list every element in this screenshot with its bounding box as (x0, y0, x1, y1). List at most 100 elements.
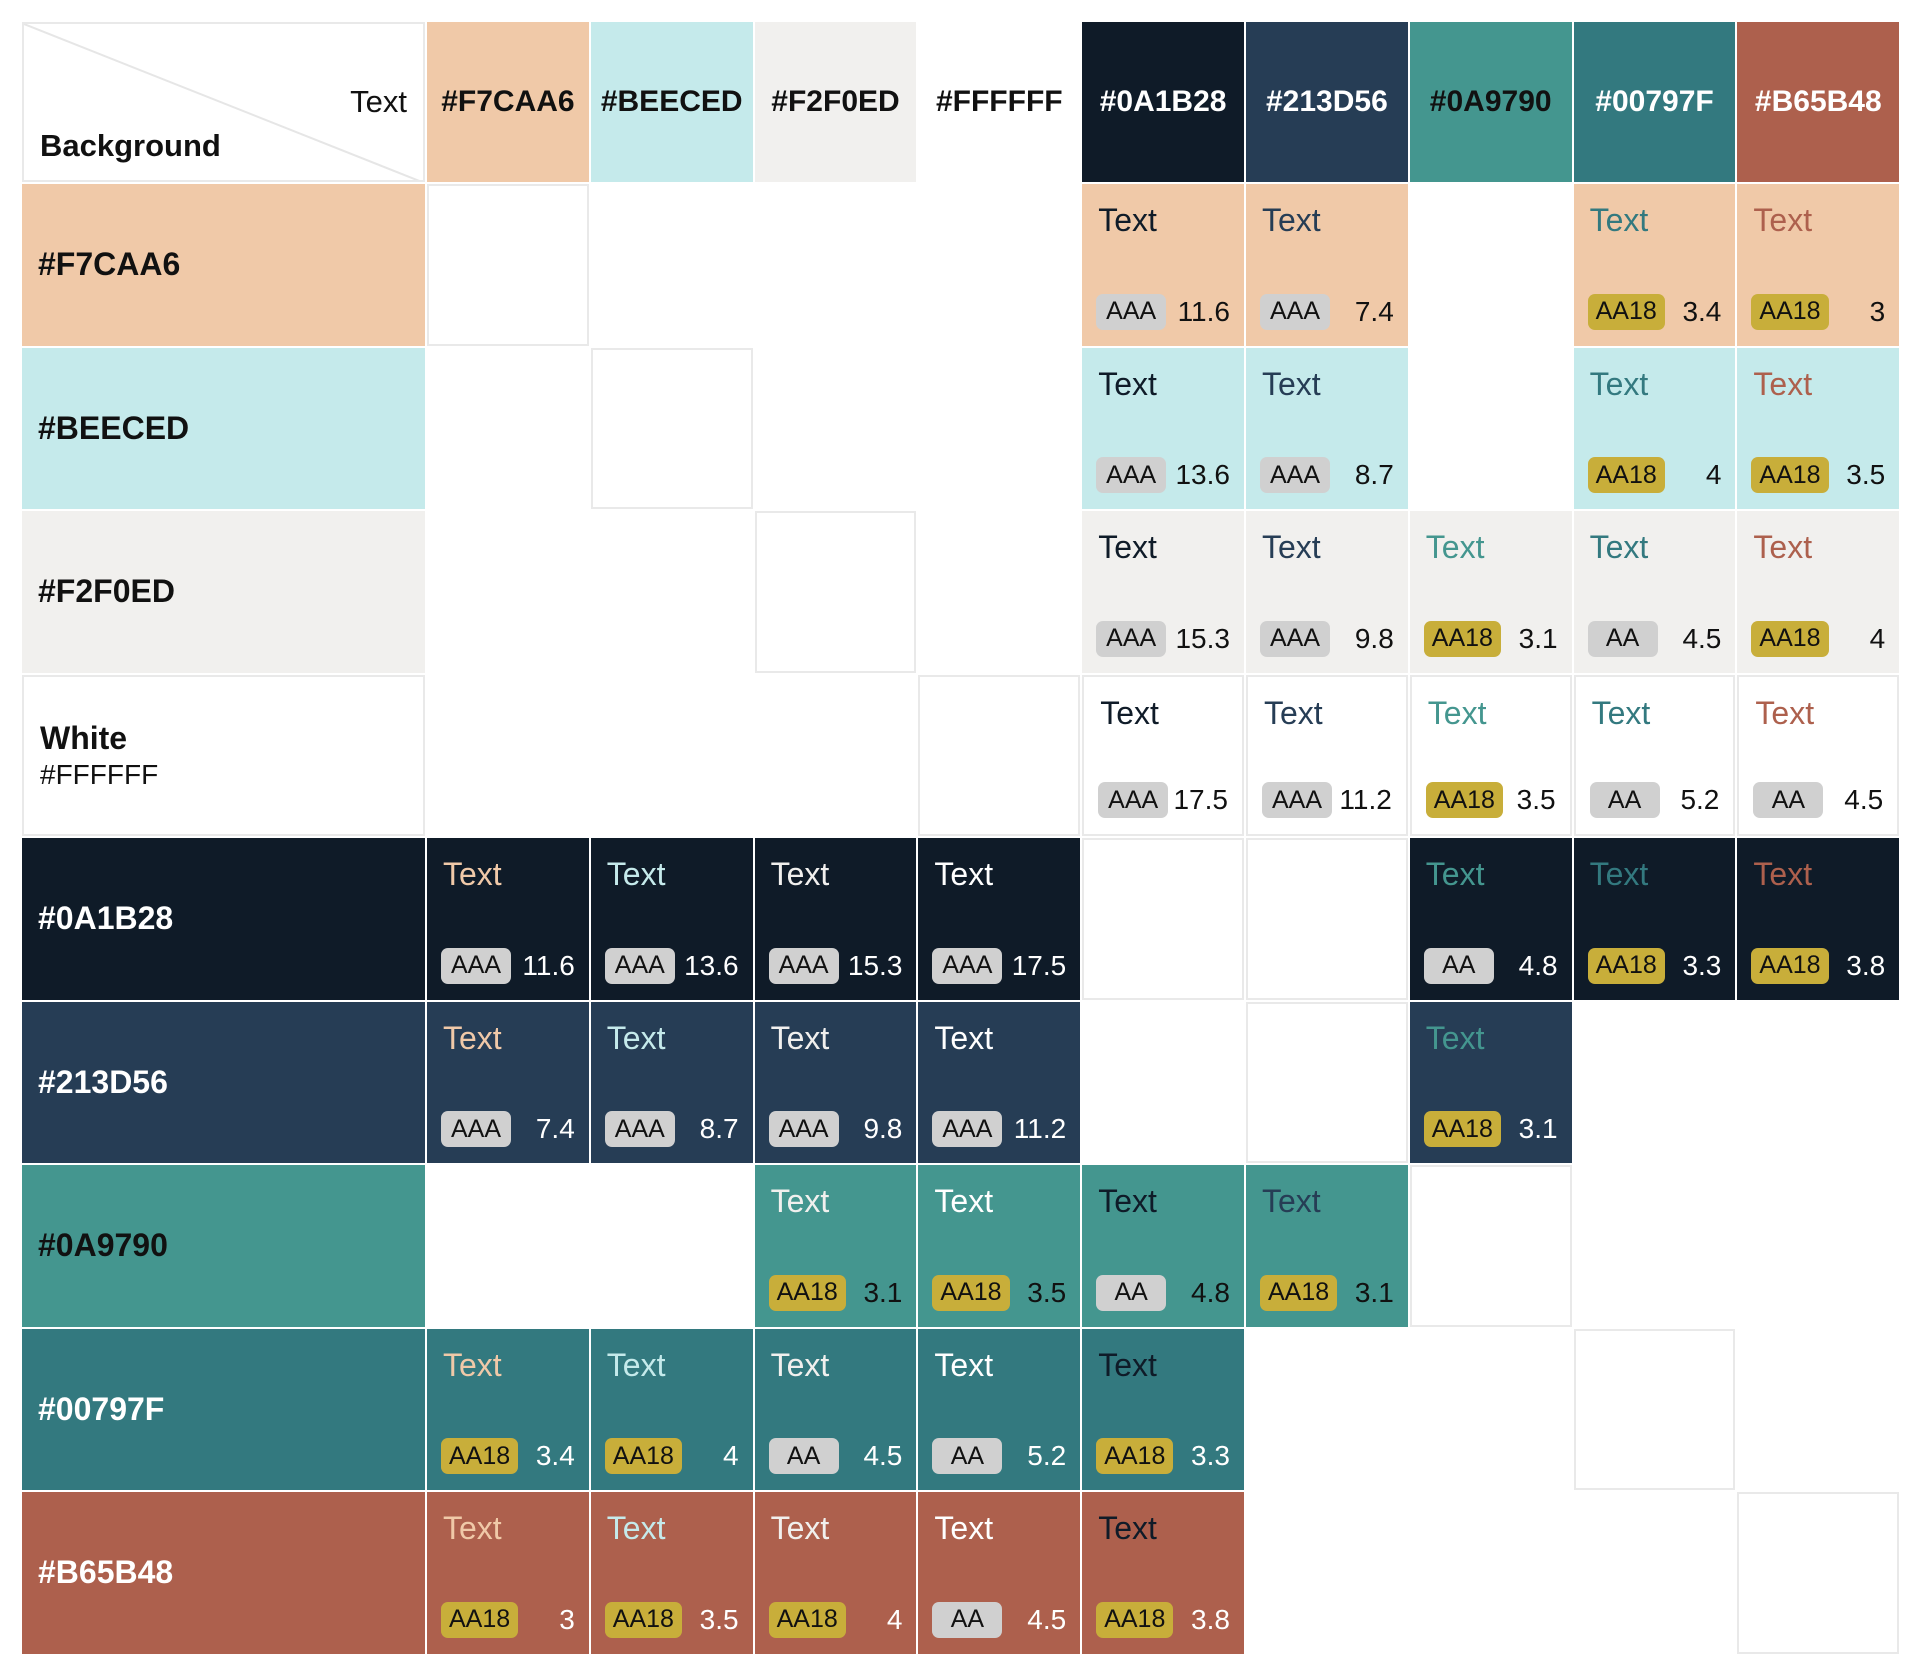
contrast-ratio: 7.4 (1354, 295, 1394, 327)
wcag-badge: AAA (1262, 782, 1332, 818)
sample-text: Text (1589, 856, 1649, 892)
wcag-badge: AA (932, 1601, 1003, 1638)
contrast-ratio: 11.2 (1339, 784, 1392, 815)
contrast-ratio: 4 (1869, 622, 1886, 654)
contrast-cell: Text AA18 3.5 (918, 1165, 1081, 1327)
sample-text: Text (1425, 856, 1485, 892)
column-header-label: #BEECED (600, 85, 743, 118)
contrast-cell: Text AA 5.2 (1573, 674, 1736, 836)
sample-text: Text (1262, 202, 1321, 238)
contrast-cell: Text AA18 3.3 (1573, 838, 1736, 1000)
sample-text: Text (1262, 365, 1321, 402)
wcag-badge: AA18 (768, 1274, 846, 1311)
row-header-b65b48: #B65B48 (22, 1492, 425, 1654)
column-header-0a9790: #0A9790 (1409, 22, 1572, 182)
row-header-label: #00797F (38, 1329, 164, 1491)
sample-text: Text (1753, 856, 1813, 892)
wcag-badge: AA18 (1260, 1274, 1338, 1311)
row-header-title: #213D56 (38, 1063, 168, 1100)
wcag-badge: AAA (768, 1111, 839, 1147)
contrast-cell: Text AAA 17.5 (1082, 674, 1244, 836)
empty-cell (1246, 1001, 1408, 1163)
contrast-ratio: 4 (723, 1440, 739, 1471)
contrast-cell: Text AA18 3.5 (1409, 674, 1572, 836)
wcag-badge: AA (932, 1438, 1003, 1474)
contrast-cell: Text AA 4.8 (1082, 1165, 1244, 1327)
wcag-badge: AA18 (1751, 293, 1829, 330)
wcag-badge: AA18 (604, 1601, 682, 1638)
column-header-00797f: #00797F (1573, 22, 1736, 182)
sample-text: Text (606, 1346, 666, 1383)
sample-text: Text (770, 856, 830, 892)
wcag-badge: AA (768, 1438, 839, 1474)
row-header-label: #BEECED (38, 348, 189, 510)
empty-cell (754, 511, 917, 673)
sample-text: Text (770, 1346, 830, 1383)
contrast-ratio: 3.1 (1518, 1113, 1558, 1144)
column-header-b65b48: #B65B48 (1737, 22, 1900, 182)
contrast-ratio: 3.8 (1191, 1603, 1230, 1635)
wcag-badge: AAA (1096, 620, 1167, 657)
wcag-badge: AA18 (1751, 620, 1829, 657)
empty-cell (918, 674, 1081, 836)
row-header-title: #00797F (38, 1390, 165, 1427)
contrast-ratio: 3 (559, 1603, 575, 1635)
empty-cell (590, 347, 753, 509)
row-header-beeced: #BEECED (22, 347, 425, 510)
contrast-cell: Text AAA 9.8 (1246, 511, 1408, 673)
wcag-badge: AAA (1260, 620, 1330, 657)
sample-text: Text (1753, 365, 1813, 402)
wcag-badge: AA18 (768, 1601, 846, 1638)
column-header-label: #B65B48 (1754, 85, 1882, 118)
empty-cell (1737, 1492, 1900, 1654)
column-header-label: #213D56 (1266, 85, 1388, 118)
sample-text: Text (1262, 529, 1321, 565)
wcag-badge: AA18 (441, 1601, 519, 1638)
sample-text: Text (443, 1510, 502, 1546)
sample-text: Text (770, 1510, 830, 1546)
row-header-title: #F2F0ED (38, 573, 175, 610)
contrast-ratio: 3.1 (1354, 1276, 1394, 1308)
row-header-0a9790: #0A9790 (22, 1165, 425, 1327)
column-header-213d56: #213D56 (1246, 22, 1408, 182)
column-header-label: #0A9790 (1429, 85, 1552, 118)
wcag-badge: AA18 (1751, 947, 1829, 984)
contrast-cell: Text AA 4.5 (918, 1492, 1081, 1654)
contrast-cell: Text AA18 3.8 (1082, 1492, 1244, 1654)
contrast-ratio: 11.2 (1013, 1113, 1067, 1144)
contrast-ratio: 3.3 (1682, 949, 1722, 981)
empty-cell (427, 184, 589, 346)
wcag-badge: AA (1587, 620, 1658, 657)
sample-text: Text (934, 1019, 994, 1056)
sample-text: Text (443, 856, 502, 892)
contrast-ratio: 3.8 (1846, 949, 1886, 981)
wcag-badge: AA18 (1587, 947, 1665, 984)
wcag-badge: AA (1423, 947, 1494, 984)
contrast-ratio: 11.6 (1177, 295, 1230, 327)
wcag-badge: AA (1753, 782, 1824, 818)
contrast-cell: Text AA18 4 (590, 1328, 753, 1490)
contrast-ratio: 5.2 (1680, 784, 1720, 815)
sample-text: Text (1755, 694, 1815, 731)
sample-text: Text (606, 856, 666, 892)
column-header-f7caa6: #F7CAA6 (427, 22, 589, 182)
contrast-ratio: 13.6 (1175, 459, 1230, 490)
corner-cell: Text Background (22, 22, 425, 182)
contrast-cell: Text AA18 3.5 (590, 1492, 753, 1654)
contrast-ratio: 4 (886, 1603, 903, 1635)
contrast-ratio: 4.5 (1844, 784, 1884, 815)
wcag-badge: AA18 (1096, 1601, 1174, 1638)
sample-text: Text (934, 1183, 994, 1219)
contrast-ratio: 4 (1705, 459, 1722, 490)
wcag-badge: AA18 (932, 1274, 1010, 1311)
contrast-ratio: 3.4 (1682, 295, 1722, 327)
wcag-badge: AAA (1260, 457, 1330, 493)
contrast-cell: Text AAA 13.6 (1082, 347, 1244, 509)
wcag-badge: AAA (768, 947, 839, 984)
contrast-cell: Text AA18 3.1 (1409, 511, 1572, 673)
contrast-ratio: 4.5 (1682, 622, 1722, 654)
sample-text: Text (1098, 1346, 1157, 1383)
row-header-subtitle: #FFFFFF (40, 758, 159, 790)
sample-text: Text (1264, 694, 1323, 731)
contrast-cell: Text AA18 4 (754, 1492, 917, 1654)
